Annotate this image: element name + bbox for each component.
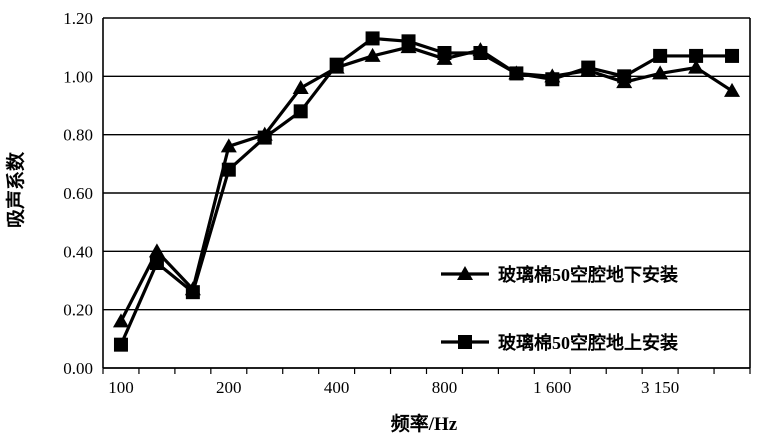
legend-marker-triangle: [457, 266, 473, 280]
data-point-square: [293, 104, 308, 119]
x-tick-labels: 100 200 400 800 1 600 3 150: [108, 378, 679, 397]
data-point-triangle: [292, 80, 309, 94]
legend-label: 玻璃棉50空腔地上安装: [498, 332, 678, 353]
axes: [102, 18, 751, 374]
data-point-square: [401, 34, 416, 49]
data-point-triangle: [148, 243, 165, 258]
data-point-square: [581, 60, 596, 75]
data-point-triangle: [652, 65, 669, 80]
data-point-square: [617, 69, 632, 84]
data-point-square: [221, 162, 236, 177]
x-tick-label: 200: [216, 378, 242, 397]
data-point-square: [725, 48, 740, 63]
y-tick-label: 0.40: [63, 242, 93, 261]
data-point-square: [329, 57, 344, 72]
x-tick-label: 800: [432, 378, 458, 397]
grid-lines: [103, 17, 750, 369]
data-point-square: [509, 66, 524, 81]
data-point-square: [149, 256, 164, 270]
legend-label: 玻璃棉50空腔地下安装: [498, 264, 678, 285]
data-point-triangle: [220, 138, 237, 153]
x-tick-label: 3 150: [641, 378, 679, 397]
data-point-square: [437, 46, 452, 60]
x-axis-title: 频率/Hz: [391, 412, 458, 435]
y-tick-label: 1.00: [63, 67, 93, 86]
data-point-square: [689, 48, 704, 63]
y-tick-labels: 0.00 0.20 0.40 0.60 0.80 1.00 1.20: [63, 9, 93, 378]
data-point-square: [545, 72, 560, 87]
data-point-square: [185, 285, 200, 300]
y-tick-label: 1.20: [63, 9, 93, 28]
x-tick-label: 1 600: [533, 378, 571, 397]
legend-marker-square: [458, 335, 472, 349]
data-point-square: [257, 130, 272, 145]
y-tick-label: 0.80: [63, 126, 93, 145]
data-point-triangle: [688, 59, 705, 74]
data-point-triangle: [112, 313, 129, 328]
y-tick-label: 0.20: [63, 301, 93, 320]
data-point-square: [365, 31, 380, 46]
y-tick-label: 0.00: [63, 359, 93, 378]
data-point-square: [473, 46, 488, 60]
y-tick-label: 0.60: [63, 184, 93, 203]
x-tick-label: 100: [108, 378, 134, 397]
data-point-square: [113, 337, 128, 352]
data-point-triangle: [724, 82, 741, 97]
y-axis-title: 吸声系数: [4, 151, 27, 228]
data-point-square: [653, 48, 668, 63]
x-tick-label: 400: [324, 378, 350, 397]
series-line-square: [119, 36, 733, 346]
series-lines: [112, 31, 741, 352]
data-point-triangle: [364, 47, 381, 62]
